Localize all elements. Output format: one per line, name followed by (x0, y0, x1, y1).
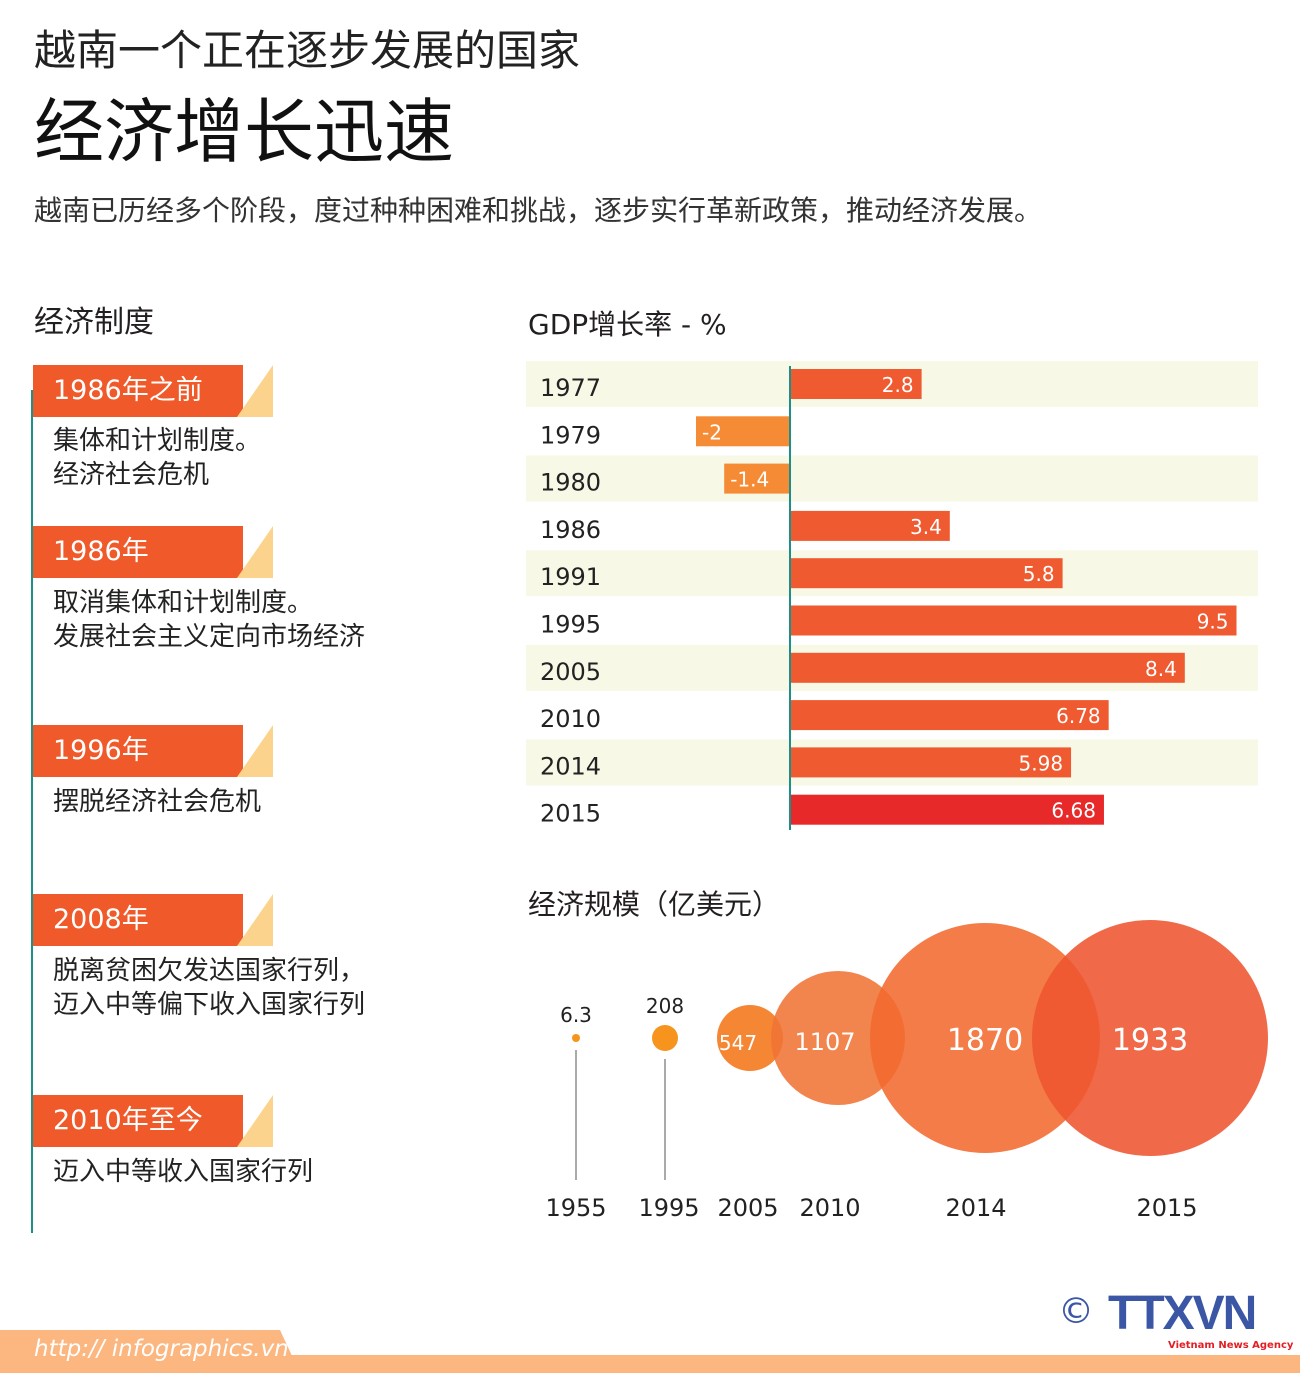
bubble (572, 1034, 580, 1042)
timeline-line (31, 390, 33, 1233)
year-label: 2015 (1136, 1194, 1197, 1222)
category-label: 1979 (540, 421, 601, 449)
data-label: 9.5 (1197, 610, 1229, 634)
timeline-desc: 迈入中等收入国家行列 (53, 1157, 314, 1187)
bar (790, 747, 1072, 778)
timeline-tag: 1986年 (33, 526, 243, 578)
bubble-label: 547 (719, 1031, 757, 1055)
timeline-tag: 1986年之前 (33, 365, 243, 417)
bubble (771, 971, 905, 1105)
charts: 1977 2.8 1979 -2 1980 -1.4 1986 3.4 1991 5.8 1995 9… (526, 361, 1268, 1222)
bar (790, 652, 1185, 683)
data-label: -2 (702, 420, 722, 444)
footer-bar (0, 1355, 1300, 1373)
bar (790, 700, 1109, 731)
year-label: 2005 (717, 1194, 778, 1222)
timeline-desc: 集体和计划制度。 经济社会危机 (53, 426, 262, 490)
data-label: 5.98 (1019, 751, 1064, 775)
bubble-label: 6.3 (560, 1003, 592, 1027)
bubble-label: 1870 (947, 1023, 1023, 1058)
bar (790, 605, 1237, 636)
data-label: -1.4 (730, 468, 769, 492)
year-label: 2010 (799, 1194, 860, 1222)
timeline-tag: 2008年 (33, 894, 243, 946)
row-band (526, 455, 1258, 502)
timeline-tag: 1996年 (33, 725, 243, 777)
category-label: 1991 (540, 563, 601, 591)
data-label: 5.8 (1023, 562, 1055, 586)
fold-corner (237, 365, 273, 417)
category-label: 2014 (540, 752, 601, 780)
fold-corner (237, 526, 273, 578)
gdp-chart-title: GDP增长率 - % (528, 308, 727, 341)
timeline-desc: 摆脱经济社会危机 (53, 787, 262, 817)
system-heading: 经济制度 (34, 305, 154, 340)
data-label: 3.4 (910, 515, 942, 539)
category-label: 1995 (540, 611, 601, 639)
footer-url[interactable]: http:// infographics.vn (34, 1336, 289, 1362)
data-label: 8.4 (1145, 657, 1177, 681)
page-title: 经济增长迅速 (34, 91, 454, 173)
bubble (717, 1005, 783, 1071)
timeline-tag: 2010年至今 (33, 1095, 243, 1147)
data-label: 2.8 (882, 373, 914, 397)
subtitle: 越南已历经多个阶段，度过种种困难和挑战，逐步实行革新政策，推动经济发展。 (34, 194, 1043, 227)
bubble (652, 1025, 678, 1051)
ttxvn-logo: TTXVN (1108, 1287, 1257, 1340)
timeline-desc: 取消集体和计划制度。 发展社会主义定向市场经济 (53, 588, 366, 652)
year-label: 1995 (638, 1194, 699, 1222)
supertitle: 越南一个正在逐步发展的国家 (34, 26, 581, 75)
data-label: 6.68 (1051, 799, 1096, 823)
footer-tab (0, 1330, 300, 1373)
year-label: 1955 (545, 1194, 606, 1222)
bar (790, 510, 950, 541)
fold-corner (237, 894, 273, 946)
category-label: 1980 (540, 469, 601, 497)
bar (696, 416, 790, 447)
bar (790, 558, 1063, 589)
logo-subtitle: Vietnam News Agency (1168, 1340, 1294, 1351)
fold-corner (237, 725, 273, 777)
bubble-label: 1933 (1112, 1023, 1188, 1058)
size-chart-title: 经济规模（亿美元） (528, 888, 781, 921)
year-label: 2014 (945, 1194, 1006, 1222)
timeline-desc: 脱离贫困欠发达国家行列， 迈入中等偏下收入国家行列 (53, 956, 366, 1020)
category-label: 1986 (540, 516, 601, 544)
category-label: 2005 (540, 658, 601, 686)
fold-corner (237, 1095, 273, 1147)
copyright-icon: © (1058, 1291, 1094, 1332)
category-label: 2015 (540, 800, 601, 828)
data-label: 6.78 (1056, 704, 1101, 728)
bubble-label: 1107 (794, 1028, 855, 1056)
bubble (870, 923, 1100, 1153)
category-label: 1977 (540, 374, 601, 402)
bubble-label: 208 (646, 994, 684, 1018)
bar (790, 369, 922, 399)
bar (790, 794, 1104, 825)
bar (724, 463, 790, 494)
category-label: 2010 (540, 705, 601, 733)
bubble (1032, 920, 1268, 1156)
